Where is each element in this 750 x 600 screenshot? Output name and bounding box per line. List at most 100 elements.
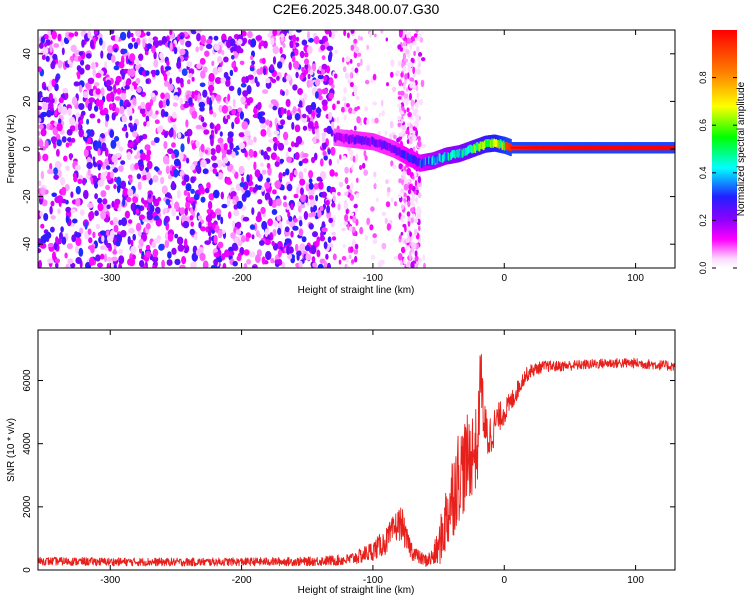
noise-cell (267, 218, 273, 227)
noise-cell (337, 191, 341, 196)
noise-cell (199, 57, 206, 65)
noise-cell (58, 97, 64, 104)
signal-core-cell (497, 140, 500, 148)
noise-cell (155, 206, 161, 214)
noise-cell (285, 99, 291, 107)
noise-cell (257, 211, 262, 220)
signal-core-cell (484, 139, 487, 147)
noise-cell (180, 143, 185, 153)
noise-cell (397, 122, 402, 127)
noise-cell (264, 239, 272, 246)
noise-cell (372, 73, 377, 81)
noise-cell (310, 245, 317, 255)
noise-cell (342, 66, 347, 73)
noise-cell (89, 40, 95, 49)
noise-cell (344, 166, 349, 174)
signal-core-cell (338, 132, 341, 141)
noise-cell (85, 53, 92, 59)
noise-cell (372, 238, 378, 245)
noise-cell (75, 237, 82, 247)
noise-cell (261, 256, 266, 265)
signal-core-cell (507, 143, 510, 151)
noise-cell (126, 196, 132, 203)
noise-cell (304, 52, 309, 58)
noise-cell (138, 239, 144, 246)
noise-cell (312, 231, 318, 238)
signal-core-cell (419, 160, 422, 168)
noise-cell (194, 93, 198, 102)
signal-core-cell (405, 151, 407, 159)
noise-cell (328, 217, 334, 224)
noise-cell (90, 61, 97, 70)
signal-core-cell (359, 135, 362, 144)
noise-cell (364, 106, 368, 112)
noise-cell (293, 193, 299, 199)
noise-cell (239, 111, 244, 120)
noise-cell (247, 30, 253, 39)
noise-cell (406, 167, 412, 176)
noise-cell (313, 36, 320, 45)
noise-cell (87, 30, 92, 39)
noise-cell (274, 259, 282, 265)
noise-cell (400, 110, 404, 115)
noise-cell (179, 48, 186, 56)
noise-cell (111, 200, 115, 208)
signal-core-cell (410, 154, 412, 162)
signal-core-cell (422, 158, 425, 167)
noise-cell (116, 233, 120, 243)
noise-cell (295, 135, 303, 145)
signal-core-cell (504, 141, 507, 150)
signal-core-cell (477, 143, 480, 151)
noise-cell (184, 207, 188, 216)
noise-cell (105, 184, 111, 191)
noise-cell (288, 246, 294, 254)
noise-cell (118, 146, 124, 152)
noise-cell (323, 75, 328, 82)
noise-cell (73, 81, 80, 87)
noise-cell (78, 122, 81, 130)
signal-core-cell (440, 153, 443, 162)
noise-cell (148, 37, 154, 44)
noise-cell (401, 170, 407, 177)
noise-cell (225, 149, 233, 155)
noise-cell (154, 260, 158, 268)
noise-cell (291, 55, 296, 63)
noise-cell (401, 129, 405, 134)
noise-cell (333, 73, 338, 79)
noise-cell (302, 113, 307, 119)
noise-cell (310, 101, 317, 111)
noise-cell (410, 99, 415, 107)
noise-cell (186, 94, 190, 100)
noise-cell (296, 186, 300, 196)
noise-cell (179, 264, 186, 268)
noise-cell (229, 69, 234, 77)
noise-cell (276, 215, 281, 222)
noise-cell (414, 255, 419, 263)
noise-cell (53, 174, 59, 180)
noise-cell (252, 150, 258, 158)
noise-cell (311, 256, 316, 263)
noise-cell (150, 92, 156, 98)
signal-trace (333, 128, 675, 172)
noise-cell (349, 194, 355, 202)
noise-cell (408, 184, 413, 191)
noise-cell (300, 50, 305, 59)
noise-cell (418, 58, 422, 64)
noise-cell (250, 38, 257, 48)
noise-cell (238, 165, 245, 175)
noise-cell (153, 51, 157, 60)
noise-cell (281, 185, 285, 191)
noise-cell (130, 84, 134, 92)
noise-cell (417, 140, 422, 148)
noise-cell (288, 30, 293, 36)
snr-x-axis-label: Height of straight line (km) (298, 585, 415, 596)
noise-cell (357, 52, 362, 57)
signal-core-cell (462, 148, 465, 156)
noise-cell (342, 96, 347, 102)
noise-cell (165, 198, 171, 206)
noise-cell (384, 130, 388, 136)
signal-core-cell (434, 157, 437, 165)
noise-cell (211, 222, 216, 230)
noise-cell (235, 229, 242, 236)
